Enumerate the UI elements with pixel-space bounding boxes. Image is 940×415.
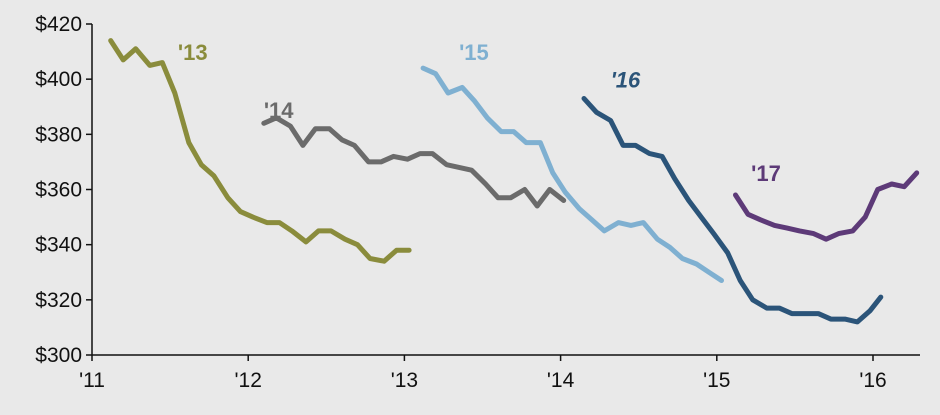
series-line-13 [108, 38, 412, 264]
series-label-17: '17 [751, 161, 781, 186]
series-label-16: '16 [611, 67, 641, 92]
series-line-16 [581, 96, 884, 325]
x-tick-label: '13 [391, 369, 418, 392]
series-label-15: '15 [459, 40, 489, 65]
x-axis: '11 '12 '13 '14 '15 '16 [79, 354, 920, 392]
series-lines [108, 38, 920, 325]
x-tick-label: '15 [703, 369, 730, 392]
y-tick-label: $320 [35, 289, 82, 312]
y-tick-label: $360 [35, 179, 82, 202]
y-axis: $300 $320 $340 $360 $380 $400 $420 [35, 13, 93, 367]
x-tick-label: '11 [79, 369, 105, 392]
x-tick-label: '12 [235, 369, 262, 392]
series-label-14: '14 [264, 98, 294, 123]
series-line-15 [420, 65, 724, 283]
series-labels: '13 '14 '15 '16 '17 [178, 40, 781, 186]
series-line-14 [261, 115, 567, 209]
y-tick-label: $400 [35, 68, 82, 91]
series-label-13: '13 [178, 40, 208, 65]
x-tick-label: '16 [859, 369, 886, 392]
y-tick-label: $300 [35, 344, 82, 367]
x-tick-label: '14 [547, 369, 575, 392]
y-tick-label: $420 [35, 13, 82, 36]
y-tick-label: $340 [35, 234, 82, 257]
y-tick-label: $380 [35, 123, 82, 146]
